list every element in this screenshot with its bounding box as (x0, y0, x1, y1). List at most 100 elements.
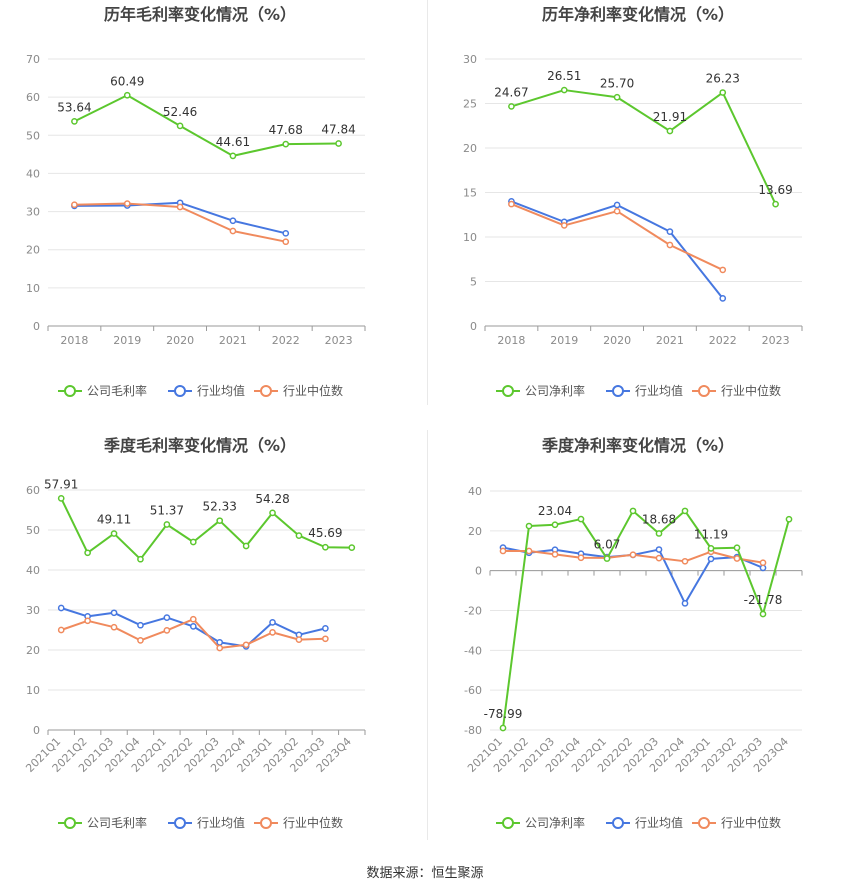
chart4-point-company (525, 522, 533, 530)
chart4-y-tick-label: 0 (475, 565, 482, 578)
chart1-y-tick-label: 0 (33, 320, 40, 333)
chart2-point-median (508, 200, 515, 208)
chart1-title: 历年毛利率变化情况（%） (104, 5, 296, 24)
chart3-point-median (57, 626, 65, 634)
chart2-point-median (666, 241, 674, 249)
chart1-legend-marker-company (64, 385, 76, 397)
chart4-point-median (551, 550, 559, 558)
chart2-x-tick-label: 2018 (497, 334, 525, 347)
chart3-data-label: 51.37 (150, 504, 184, 518)
chart1-legend-label-median: 行业中位数 (283, 383, 343, 398)
chart2-y-tick-label: 15 (463, 187, 477, 200)
chart3-point-company (242, 542, 250, 550)
chart2-x-tick-label: 2023 (762, 334, 790, 347)
chart3-y-tick-label: 0 (33, 724, 40, 737)
chart2-y-tick-label: 5 (470, 276, 477, 289)
chart2-x-tick-label: 2021 (656, 334, 684, 347)
chart2-data-label: 26.23 (706, 72, 740, 86)
chart3-y-tick-label: 50 (26, 524, 40, 537)
chart1-point-median (123, 200, 131, 207)
chart1-data-label: 52.46 (163, 105, 197, 119)
chart1-series-line-company (73, 94, 339, 157)
chart3-point-median (137, 637, 144, 644)
chart3-point-avg (137, 621, 144, 629)
chart3-point-company (110, 530, 118, 537)
chart3-point-company (269, 509, 276, 517)
chart4-point-company (707, 545, 715, 552)
chart4-legend-marker-company (502, 817, 514, 829)
chart1-y-tick-label: 10 (26, 282, 40, 295)
chart2-series-line-company (511, 89, 777, 205)
chart4-point-median (499, 547, 507, 555)
chart3-data-label: 45.69 (308, 526, 342, 540)
chart2-point-company (560, 86, 568, 94)
chart3-point-company (84, 549, 91, 557)
chart4-point-company (603, 555, 611, 562)
chart1-y-tick-label: 20 (26, 244, 40, 257)
chart4-point-company (785, 515, 793, 523)
chart3-point-median (216, 644, 224, 652)
chart1-x-tick-label: 2019 (113, 334, 141, 347)
chart2-title: 历年净利率变化情况（%） (542, 5, 734, 24)
chart3-point-company (348, 544, 356, 551)
chart3-point-median (242, 641, 250, 649)
chart3-title: 季度毛利率变化情况（%） (103, 436, 296, 455)
chart4-point-company (551, 521, 559, 529)
chart2-x-tick-label: 2022 (709, 334, 737, 347)
chart3-point-avg (216, 639, 224, 646)
chart2-data-label: 24.67 (494, 85, 528, 99)
chart1-y-tick-label: 50 (26, 129, 40, 142)
chart1-y-tick-label: 40 (26, 167, 40, 180)
chart4-point-avg (681, 599, 689, 607)
chart3-point-median (295, 636, 303, 643)
chart3-y-tick-label: 20 (26, 644, 40, 657)
chart3-point-avg (163, 614, 171, 621)
chart4-y-tick-label: 20 (468, 525, 482, 538)
chart2-point-median (719, 266, 727, 274)
chart3-legend-marker-avg (174, 817, 186, 829)
chart3-point-company (163, 521, 171, 528)
chart4-data-label: 11.19 (694, 527, 728, 541)
chart3-legend-marker-company (64, 817, 76, 829)
chart1-x-tick-label: 2022 (272, 334, 300, 347)
chart1-y-tick-label: 30 (26, 206, 40, 219)
chart4-point-median (681, 557, 689, 565)
chart1-x-tick-label: 2018 (60, 334, 88, 347)
chart3-point-median (84, 617, 91, 625)
chart2-y-tick-label: 25 (463, 98, 477, 111)
chart4-legend-label-median: 行业中位数 (721, 815, 781, 830)
chart2-y-tick-label: 20 (463, 142, 477, 155)
chart4-point-median (525, 547, 533, 555)
chart3-legend-label-company: 公司毛利率 (87, 815, 147, 830)
chart3-point-median (189, 615, 197, 623)
vertical-divider-bottom (427, 430, 428, 840)
chart2-y-tick-label: 30 (463, 53, 477, 66)
chart3-point-company (137, 555, 144, 563)
chart4-point-company (499, 724, 507, 732)
chart4-point-company (629, 507, 637, 515)
chart2-legend-label-median: 行业中位数 (721, 383, 781, 398)
chart3-y-tick-label: 10 (26, 684, 40, 697)
chart2-point-median (613, 207, 621, 215)
chart3-point-company (189, 538, 197, 546)
chart2-x-tick-label: 2020 (603, 334, 631, 347)
chart1-data-label: 44.61 (216, 135, 250, 149)
chart2-legend-label-avg: 行业均值 (635, 383, 683, 398)
chart1-point-company (176, 122, 184, 130)
chart3-point-company (57, 495, 65, 502)
chart4-legend-label-avg: 行业均值 (635, 815, 683, 830)
chart1-point-median (282, 238, 290, 246)
chart1-point-median (71, 201, 78, 209)
chart2-data-label: 26.51 (547, 69, 581, 83)
chart4-point-avg (759, 564, 767, 572)
chart4-series-line-company (502, 509, 790, 729)
chart4-point-company (681, 507, 689, 515)
chart4-data-label: 6.07 (594, 538, 621, 552)
chart2-legend-marker-company (502, 385, 514, 397)
chart4-legend-label-company: 公司净利率 (525, 815, 585, 830)
chart1-legend-marker-avg (174, 385, 186, 397)
chart1-x-tick-label: 2020 (166, 334, 194, 347)
chart4-point-avg (707, 555, 715, 563)
chart3-data-label: 49.11 (97, 513, 131, 527)
